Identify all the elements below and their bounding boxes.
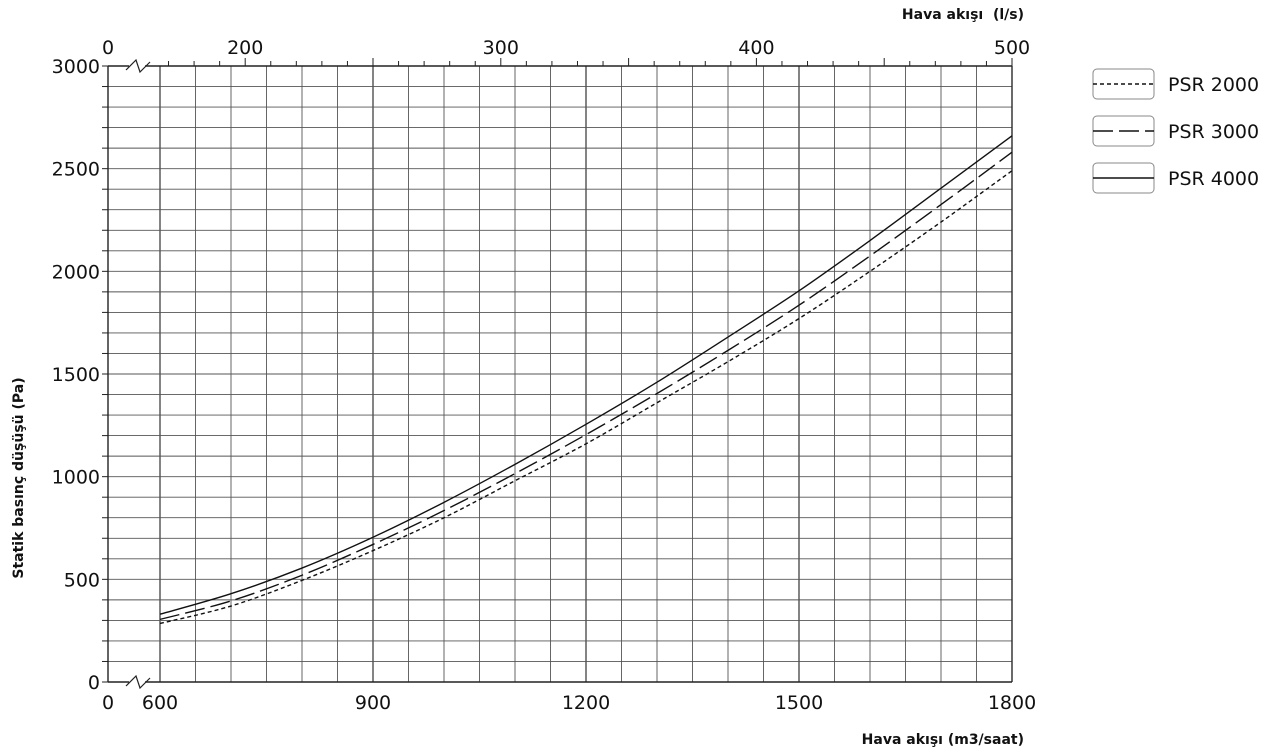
x-tick-label: 600 [142,692,178,714]
x-tick-label: 1800 [988,692,1036,714]
grid [107,58,1013,690]
series-line-psr-3000 [159,151,1013,621]
y-tick-label: 3000 [52,56,100,78]
series-line-psr-2000 [159,170,1013,625]
tick-marks [102,58,1013,683]
legend: PSR 2000 PSR 3000 PSR 4000 [1092,68,1259,194]
series-lines [159,135,1013,625]
x-tick-label: 1500 [775,692,823,714]
y-axis-title: Statik basınç düşüşü (Pa) [11,377,27,578]
y-tick-label: 500 [64,569,100,591]
x-tick-label: 1200 [562,692,610,714]
x2-tick-label: 500 [994,37,1030,59]
y-tick-label: 2500 [52,159,100,181]
legend-label: PSR 2000 [1168,74,1259,96]
series-line-psr-4000 [159,135,1013,615]
y-tick-label: 2000 [52,261,100,283]
legend-label: PSR 3000 [1168,121,1259,143]
x2-axis-break [125,58,151,74]
y-tick-label: 0 [88,672,100,694]
x2-tick-label: 400 [738,37,774,59]
x2-tick-label: 200 [227,37,263,59]
legend-label: PSR 4000 [1168,168,1259,190]
y-tick-label: 1000 [52,467,100,489]
x-tick-label: 900 [355,692,391,714]
x2-axis-title: Hava akışı (l/s) [902,7,1024,23]
x-axis-zero-label: 0 [102,692,114,714]
x2-axis-zero-label: 0 [102,37,114,59]
x-axis-break [125,674,151,690]
x-axis-title: Hava akışı (m3/saat) [862,732,1024,748]
y-tick-label: 1500 [52,364,100,386]
x2-tick-label: 300 [483,37,519,59]
